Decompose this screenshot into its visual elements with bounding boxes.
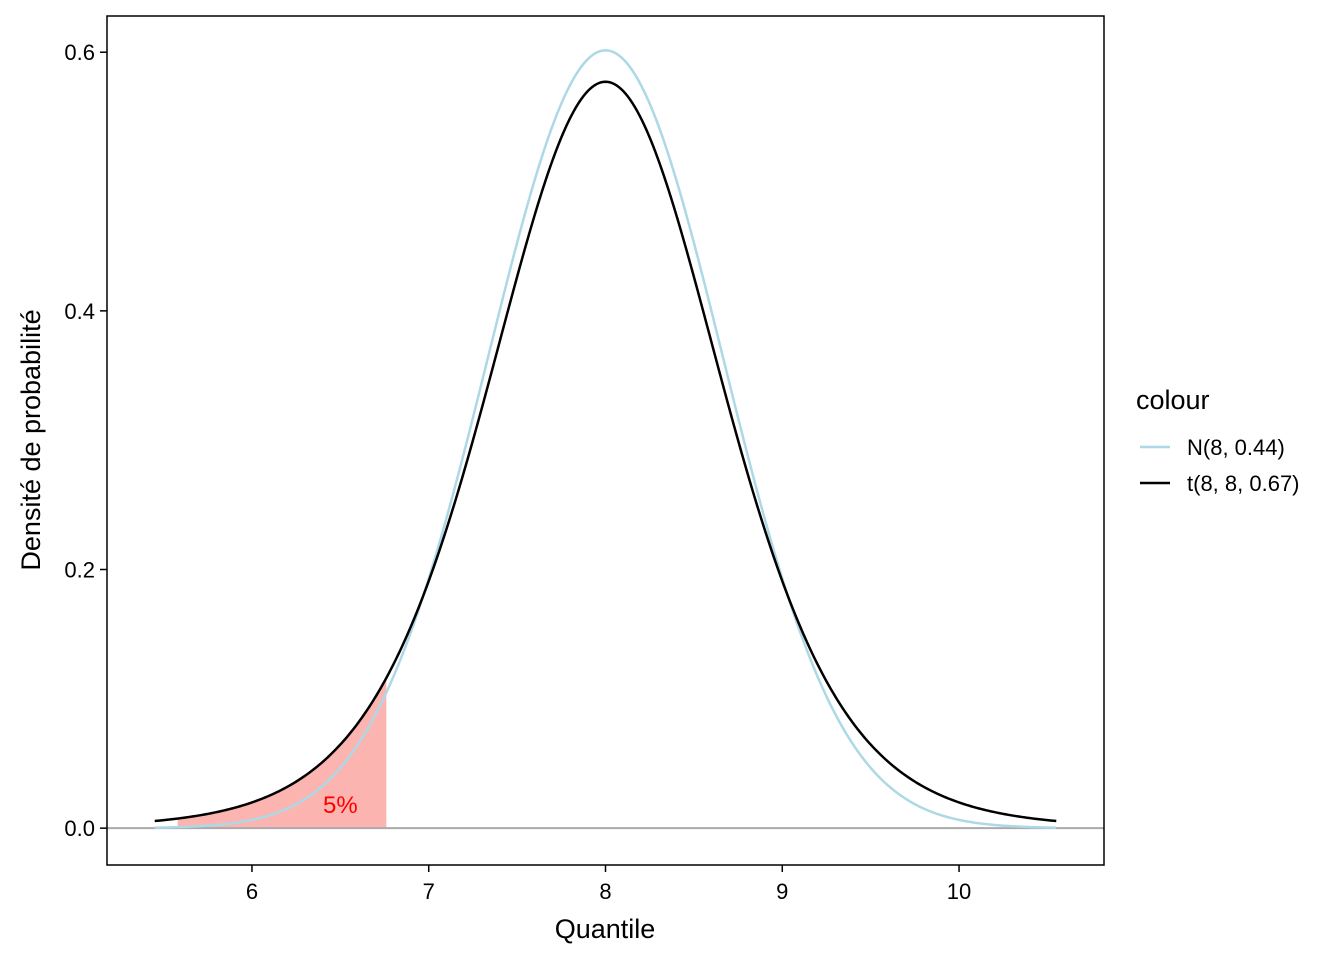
y-tick-label: 0.4 [64, 299, 95, 324]
y-axis-title: Densité de probabilité [16, 309, 46, 570]
x-axis-title: Quantile [555, 914, 656, 944]
x-tick-label: 6 [246, 879, 258, 904]
y-tick-label: 0.0 [64, 816, 95, 841]
legend-label-student-t: t(8, 8, 0.67) [1187, 471, 1300, 496]
legend-entry-student-t: t(8, 8, 0.67) [1140, 471, 1300, 496]
x-tick-label: 10 [947, 879, 971, 904]
legend-entry-normal: N(8, 0.44) [1140, 435, 1285, 460]
x-tick-label: 9 [776, 879, 788, 904]
y-tick-label: 0.6 [64, 40, 95, 65]
x-tick-label: 8 [599, 879, 611, 904]
axis-layer: 6 7 8 9 10 0.0 0.2 0.4 0.6 [64, 40, 971, 904]
legend: colour N(8, 0.44) t(8, 8, 0.67) [1136, 385, 1300, 496]
shaded-region-layer [177, 678, 387, 829]
annotation-layer: 5% [323, 792, 358, 819]
series-layer [154, 49, 1057, 829]
shaded-area-5pct [177, 678, 387, 829]
series-line-normal [154, 49, 1057, 829]
x-tick-label: 7 [423, 879, 435, 904]
shaded-region-label: 5% [323, 792, 358, 819]
series-line-student-t [154, 80, 1057, 823]
legend-label-normal: N(8, 0.44) [1187, 435, 1285, 460]
y-tick-label: 0.2 [64, 557, 95, 582]
legend-title: colour [1136, 385, 1210, 415]
